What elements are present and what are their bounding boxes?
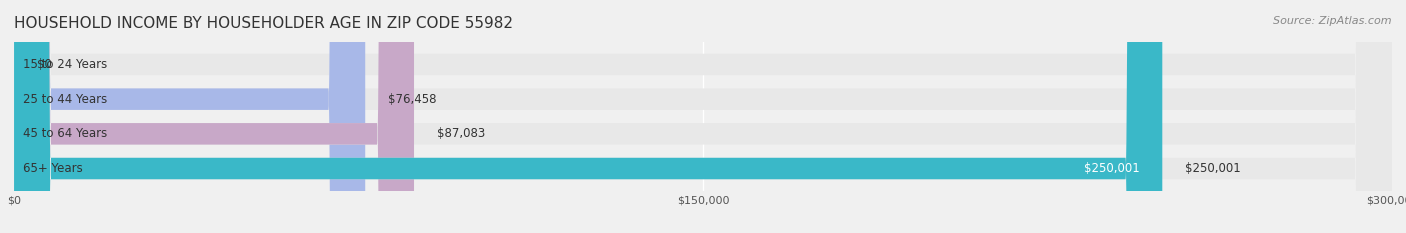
Text: Source: ZipAtlas.com: Source: ZipAtlas.com <box>1274 16 1392 26</box>
Text: $0: $0 <box>37 58 52 71</box>
Text: $87,083: $87,083 <box>437 127 485 140</box>
Text: 45 to 64 Years: 45 to 64 Years <box>24 127 107 140</box>
FancyBboxPatch shape <box>14 0 1392 233</box>
FancyBboxPatch shape <box>14 0 1392 233</box>
Text: HOUSEHOLD INCOME BY HOUSEHOLDER AGE IN ZIP CODE 55982: HOUSEHOLD INCOME BY HOUSEHOLDER AGE IN Z… <box>14 16 513 31</box>
Text: $250,001: $250,001 <box>1084 162 1139 175</box>
Text: $250,001: $250,001 <box>1185 162 1241 175</box>
FancyBboxPatch shape <box>14 0 1392 233</box>
Text: 15 to 24 Years: 15 to 24 Years <box>24 58 107 71</box>
Text: 65+ Years: 65+ Years <box>24 162 83 175</box>
Text: 25 to 44 Years: 25 to 44 Years <box>24 93 107 106</box>
FancyBboxPatch shape <box>14 0 1163 233</box>
FancyBboxPatch shape <box>14 0 1392 233</box>
FancyBboxPatch shape <box>14 0 413 233</box>
Text: $76,458: $76,458 <box>388 93 437 106</box>
FancyBboxPatch shape <box>14 0 366 233</box>
